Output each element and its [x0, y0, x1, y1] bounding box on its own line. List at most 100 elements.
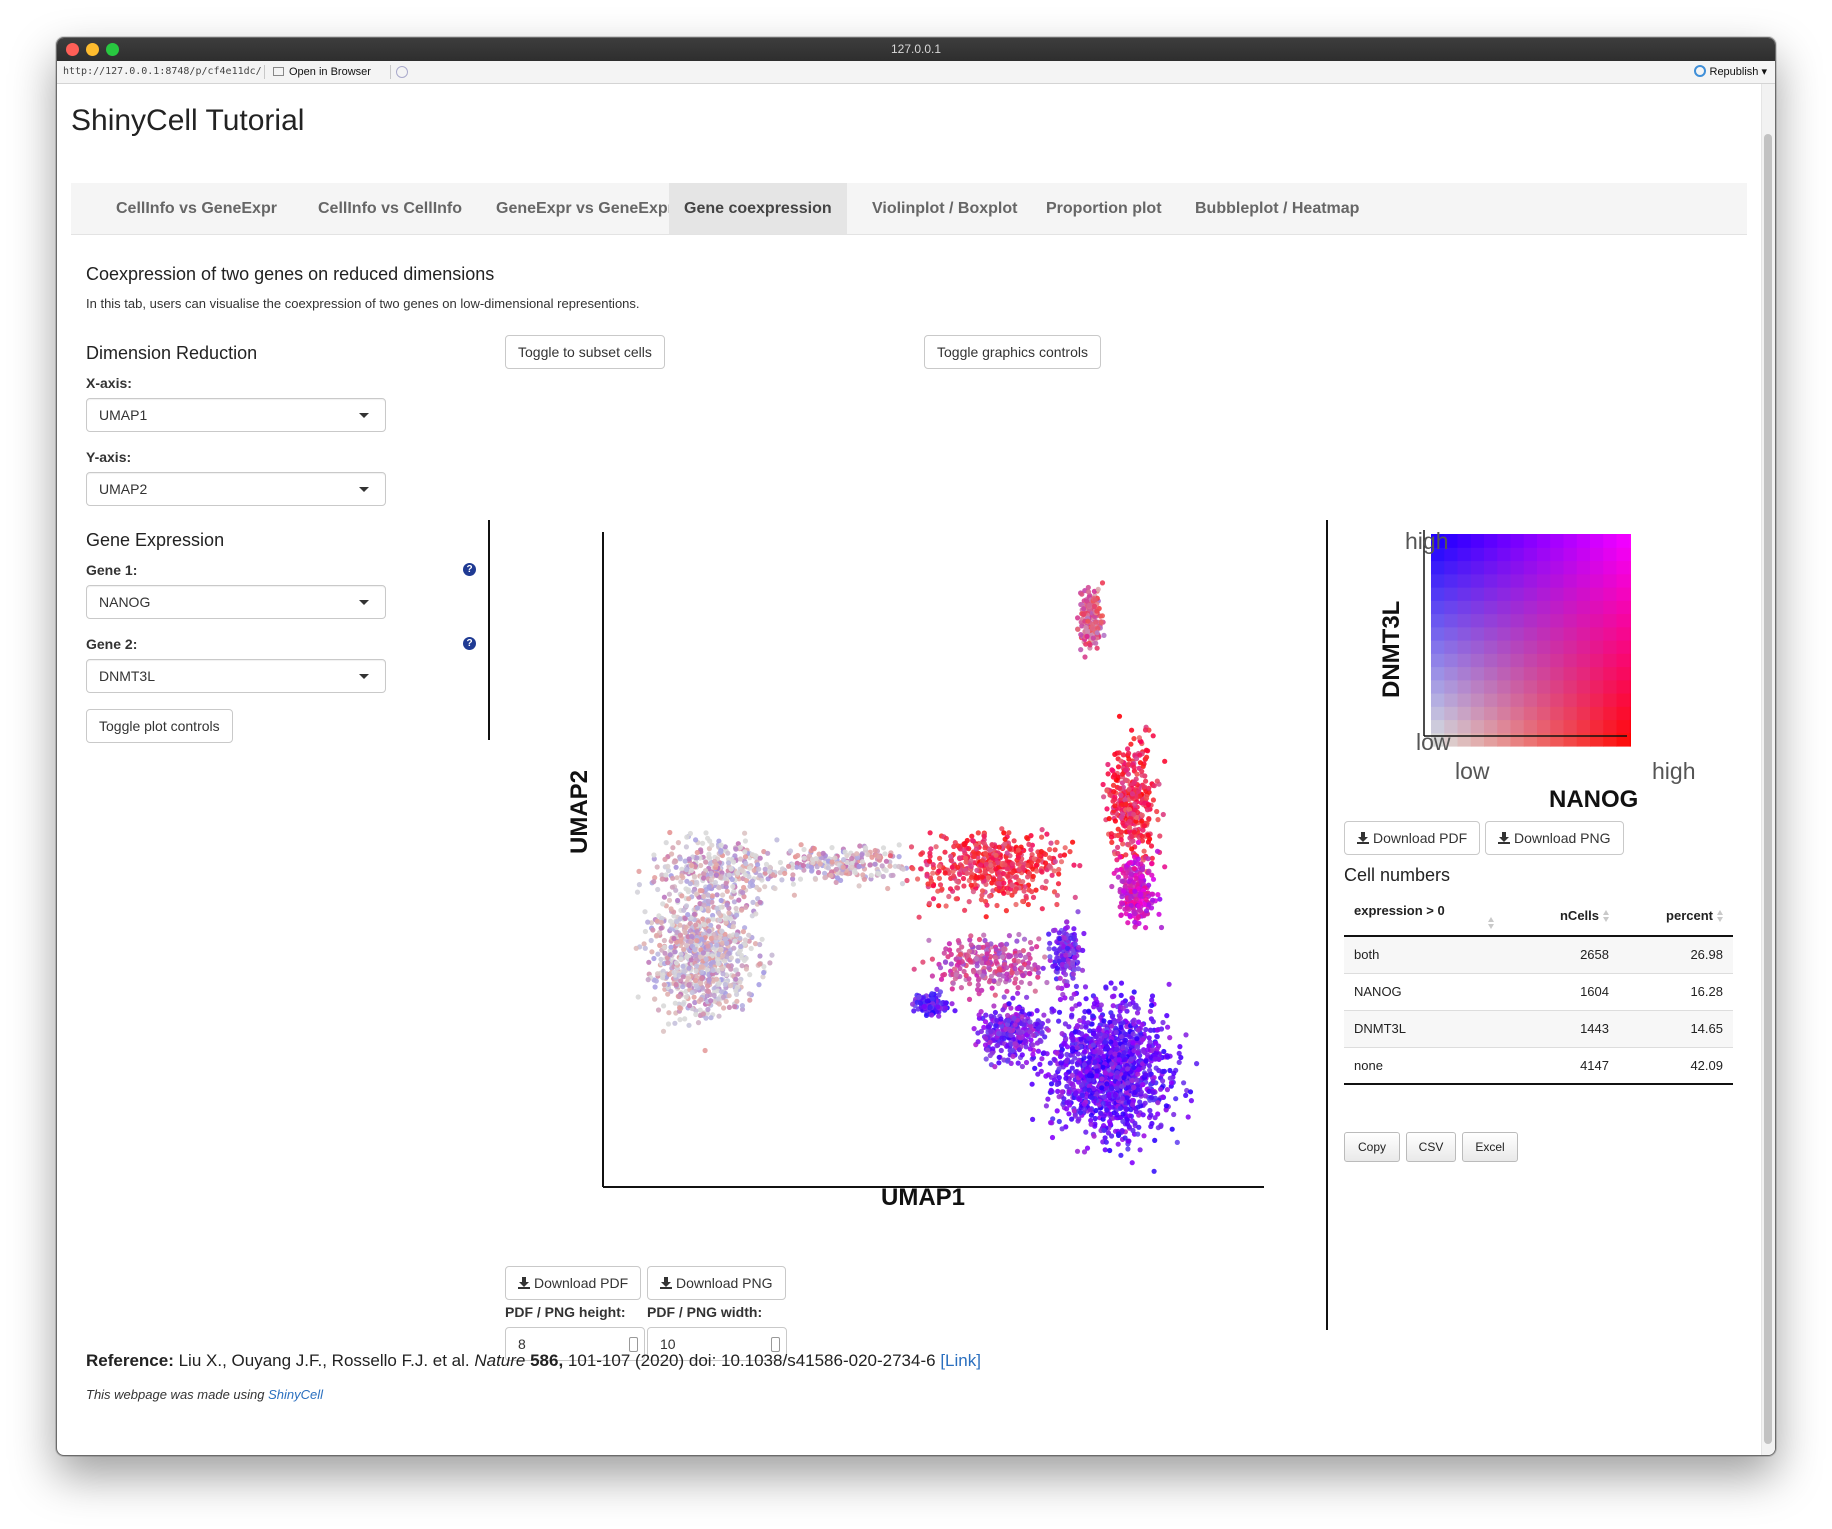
cell-point — [697, 1007, 703, 1013]
download-png-button[interactable]: Download PNG — [647, 1266, 786, 1300]
cell-point — [1056, 1094, 1062, 1100]
cell-point — [949, 1001, 955, 1007]
cell-point — [1028, 847, 1034, 853]
tab-cellinfo-vs-cellinfo[interactable]: CellInfo vs CellInfo — [318, 200, 463, 217]
cell-point — [1102, 1147, 1108, 1153]
cell-point — [697, 901, 703, 907]
cell-point — [916, 994, 922, 1000]
vertical-scrollbar[interactable] — [1761, 84, 1775, 1455]
toggle-graphics-controls-button[interactable]: Toggle graphics controls — [924, 335, 1101, 369]
cell-point — [689, 989, 695, 996]
refresh-icon[interactable] — [396, 66, 408, 78]
minimize-window-button[interactable] — [86, 43, 99, 56]
toggle-subset-cells-button[interactable]: Toggle to subset cells — [505, 335, 665, 369]
tab-proportion-plot[interactable]: Proportion plot — [1046, 200, 1162, 217]
download-pdf-button[interactable]: Download PDF — [505, 1266, 642, 1300]
cell-point — [987, 1052, 993, 1059]
cell-point — [1129, 834, 1135, 840]
cell-point — [1058, 1060, 1064, 1066]
cell-point — [1129, 846, 1135, 852]
tab-cellinfo-vs-geneexpr[interactable]: CellInfo vs GeneExpr — [116, 200, 277, 217]
cell-point — [880, 873, 886, 880]
open-in-browser-button[interactable]: Open in Browser — [273, 61, 371, 83]
cell-point — [1176, 1059, 1182, 1065]
cell-point — [718, 842, 724, 848]
y-axis-select[interactable]: UMAP2 — [86, 472, 386, 506]
cell-point — [1104, 788, 1110, 794]
help-icon[interactable]: ? — [463, 637, 476, 650]
cell-point — [879, 863, 885, 869]
cell-point — [841, 857, 847, 863]
cell-point — [683, 903, 690, 909]
x-axis-select[interactable]: UMAP1 — [86, 398, 386, 432]
cell-point — [1135, 1104, 1141, 1110]
cell-point — [1122, 777, 1129, 783]
legend-color-cell — [1444, 693, 1459, 707]
legend-color-cell — [1457, 732, 1472, 747]
cell-point — [706, 977, 712, 983]
close-window-button[interactable] — [66, 43, 79, 56]
gene1-select[interactable]: NANOG — [86, 585, 386, 619]
cell-point — [763, 861, 770, 867]
cell-point — [687, 881, 693, 887]
cell-point — [1132, 1120, 1138, 1126]
cell-point — [1118, 1024, 1124, 1030]
help-icon[interactable]: ? — [463, 563, 476, 576]
cell-point — [1018, 979, 1024, 985]
cell-point — [790, 881, 796, 887]
cell-point — [1013, 976, 1019, 982]
cell-point — [1037, 1061, 1043, 1067]
cell-point — [797, 876, 804, 882]
republish-button[interactable]: Republish ▾ — [1693, 61, 1767, 83]
scrollbar-thumb[interactable] — [1764, 134, 1772, 1444]
cell-point — [988, 1013, 994, 1019]
cell-point — [1155, 1100, 1161, 1106]
cell-point — [1020, 864, 1026, 871]
cell-point — [1064, 1100, 1070, 1106]
tab-violinplot-boxplot[interactable]: Violinplot / Boxplot — [872, 200, 1018, 217]
stepper-icon[interactable] — [771, 1337, 780, 1352]
cell-point — [978, 862, 984, 868]
cell-point — [998, 1016, 1004, 1022]
cell-point — [985, 960, 991, 966]
cell-point — [1135, 839, 1141, 845]
cell-point — [1085, 628, 1091, 634]
tab-geneexpr-vs-geneexpr[interactable]: GeneExpr vs GeneExpr — [496, 200, 674, 217]
stepper-icon[interactable] — [629, 1337, 638, 1352]
zoom-window-button[interactable] — [106, 43, 119, 56]
chevron-down-icon — [359, 674, 369, 679]
cell-point — [705, 898, 711, 904]
cell-point — [1068, 995, 1075, 1001]
cell-point — [739, 1003, 745, 1009]
legend-color-cell — [1497, 587, 1512, 601]
cell-point — [659, 915, 665, 921]
cell-point — [1145, 832, 1151, 838]
cell-point — [1130, 999, 1136, 1006]
umap-coexpression-plot[interactable] — [541, 524, 1341, 1244]
tab-gene-coexpression[interactable]: Gene coexpression — [669, 183, 847, 234]
x-axis-label: X-axis: — [86, 375, 132, 391]
legend-color-cell — [1523, 679, 1538, 694]
cell-point — [1057, 975, 1063, 981]
cell-point — [645, 919, 651, 925]
cell-point — [949, 986, 955, 992]
gene2-select[interactable]: DNMT3L — [86, 659, 386, 693]
cell-point — [761, 970, 767, 976]
cell-point — [1118, 837, 1124, 843]
legend-color-cell — [1431, 666, 1445, 681]
cell-point — [787, 848, 794, 854]
cell-point — [1045, 1096, 1051, 1102]
cell-point — [1044, 831, 1050, 837]
cell-point — [1183, 1092, 1189, 1098]
cell-point — [1118, 980, 1125, 986]
tab-bubbleplot-heatmap[interactable]: Bubbleplot / Heatmap — [1195, 200, 1360, 217]
cell-point — [982, 1042, 989, 1048]
cell-point — [1092, 1115, 1098, 1122]
url-label[interactable]: http://127.0.0.1:8748/p/cf4e11dc/ — [63, 66, 262, 77]
cell-point — [945, 954, 951, 960]
cell-point — [692, 946, 698, 952]
cell-point — [1042, 860, 1049, 866]
toggle-plot-controls-button[interactable]: Toggle plot controls — [86, 709, 233, 743]
cell-point — [1152, 1056, 1158, 1062]
cell-point — [673, 887, 679, 893]
